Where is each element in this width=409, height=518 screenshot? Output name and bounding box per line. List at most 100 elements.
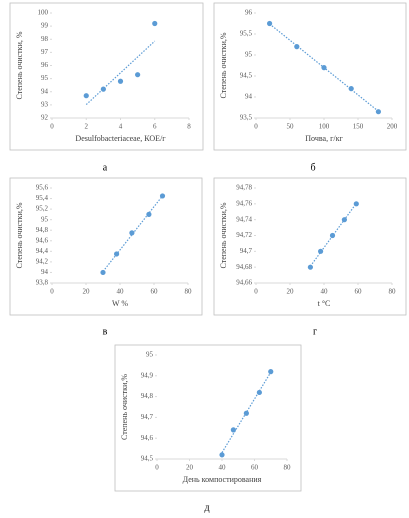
x-axis-label: День компостирования [183, 475, 262, 484]
y-tick-label: 95 [146, 351, 154, 359]
data-point [375, 109, 381, 115]
data-point [256, 389, 262, 396]
y-tick-label: 98 [41, 35, 49, 43]
y-tick-label: 94,6 [141, 434, 154, 442]
x-tick-label: 20 [287, 288, 295, 296]
data-point [243, 410, 249, 416]
y-tick-label: 99 [41, 22, 49, 30]
data-point [348, 86, 354, 92]
data-point [100, 269, 106, 276]
x-tick-label: 200 [387, 123, 398, 131]
x-tick-label: 60 [355, 288, 363, 296]
y-tick-label: 94,5 [240, 72, 253, 80]
y-tick-label: 94,6 [36, 236, 49, 244]
data-point [294, 44, 300, 50]
y-tick-label: 93,8 [36, 279, 49, 287]
x-tick-label: 2 [85, 123, 89, 131]
caption: в [103, 326, 108, 337]
y-tick-label: 95 [245, 51, 253, 59]
y-tick-label: 95 [41, 74, 49, 82]
data-point [268, 369, 274, 375]
y-tick-label: 94 [41, 268, 49, 276]
x-tick-label: 6 [153, 123, 157, 131]
y-axis-label: Степень очистки,% [15, 202, 24, 268]
data-point [114, 251, 120, 257]
x-tick-label: 150 [353, 123, 364, 131]
y-tick-label: 94,72 [236, 231, 252, 239]
panel-border [9, 2, 204, 151]
caption: б [310, 162, 315, 173]
caption: г [313, 326, 317, 337]
x-tick-label: 0 [254, 288, 258, 296]
y-axis-label: Степень очистки,% [120, 374, 129, 440]
y-tick-label: 96 [245, 9, 253, 17]
y-axis-label: Степень очистки,% [219, 32, 228, 98]
data-point [321, 65, 327, 71]
x-axis-label: Почва, г/кг [305, 134, 343, 143]
trendline [309, 203, 357, 267]
x-tick-label: 80 [185, 288, 193, 296]
data-point [307, 264, 313, 270]
data-point [117, 78, 124, 84]
x-axis-label: Desulfobacteriaceae, КОЕ/г [75, 134, 166, 143]
panel-border [114, 344, 302, 492]
data-point [159, 193, 166, 199]
x-axis-label: W % [112, 299, 128, 308]
trendline [85, 40, 156, 106]
panel-border [9, 177, 203, 316]
y-tick-label: 93,5 [240, 114, 253, 122]
y-tick-label: 94,8 [141, 392, 154, 400]
data-point [341, 217, 347, 223]
x-tick-label: 4 [119, 123, 123, 131]
y-tick-label: 93 [41, 100, 49, 108]
y-tick-label: 94,78 [236, 184, 252, 192]
data-point [267, 20, 273, 27]
caption: а [103, 162, 108, 173]
y-tick-label: 94,66 [236, 279, 252, 287]
data-point [318, 248, 324, 254]
data-point [329, 232, 336, 239]
x-tick-label: 20 [83, 288, 91, 296]
x-tick-label: 60 [151, 288, 159, 296]
y-tick-label: 94 [245, 93, 253, 101]
y-tick-label: 95 [41, 215, 49, 223]
y-tick-label: 94 [41, 87, 49, 95]
y-tick-label: 95,2 [36, 205, 49, 213]
y-tick-label: 92 [41, 114, 49, 122]
x-tick-label: 0 [50, 123, 54, 131]
y-tick-label: 95,5 [240, 30, 253, 38]
x-tick-label: 60 [251, 464, 259, 472]
x-tick-label: 50 [287, 123, 295, 131]
y-tick-label: 94,4 [36, 247, 49, 255]
x-tick-label: 0 [155, 464, 159, 472]
x-tick-label: 80 [389, 288, 397, 296]
y-tick-label: 94,5 [141, 455, 154, 463]
x-tick-label: 80 [284, 464, 292, 472]
trendline [221, 371, 272, 453]
y-tick-label: 97 [41, 48, 49, 56]
data-point [100, 86, 106, 92]
x-tick-label: 0 [50, 288, 54, 296]
panel-border [213, 2, 407, 151]
data-point [146, 211, 152, 217]
data-point [135, 72, 141, 78]
y-tick-label: 94,74 [236, 215, 252, 223]
x-tick-label: 8 [187, 123, 191, 131]
y-tick-label: 94,9 [141, 371, 154, 379]
y-tick-label: 100 [38, 9, 49, 17]
x-axis-label: t °C [318, 299, 331, 308]
caption: д [204, 502, 209, 513]
y-tick-label: 94,2 [36, 257, 49, 265]
y-tick-label: 94,8 [36, 226, 49, 234]
x-tick-label: 0 [254, 123, 258, 131]
y-tick-label: 96 [41, 61, 49, 69]
y-tick-label: 95,4 [36, 194, 49, 202]
y-axis-label: Степень очистки,% [219, 202, 228, 268]
y-tick-label: 94,7 [141, 413, 154, 421]
y-tick-label: 94,76 [236, 199, 252, 207]
data-point [129, 230, 135, 236]
y-tick-label: 95,6 [36, 184, 49, 192]
data-point [219, 452, 225, 458]
x-tick-label: 40 [219, 464, 227, 472]
